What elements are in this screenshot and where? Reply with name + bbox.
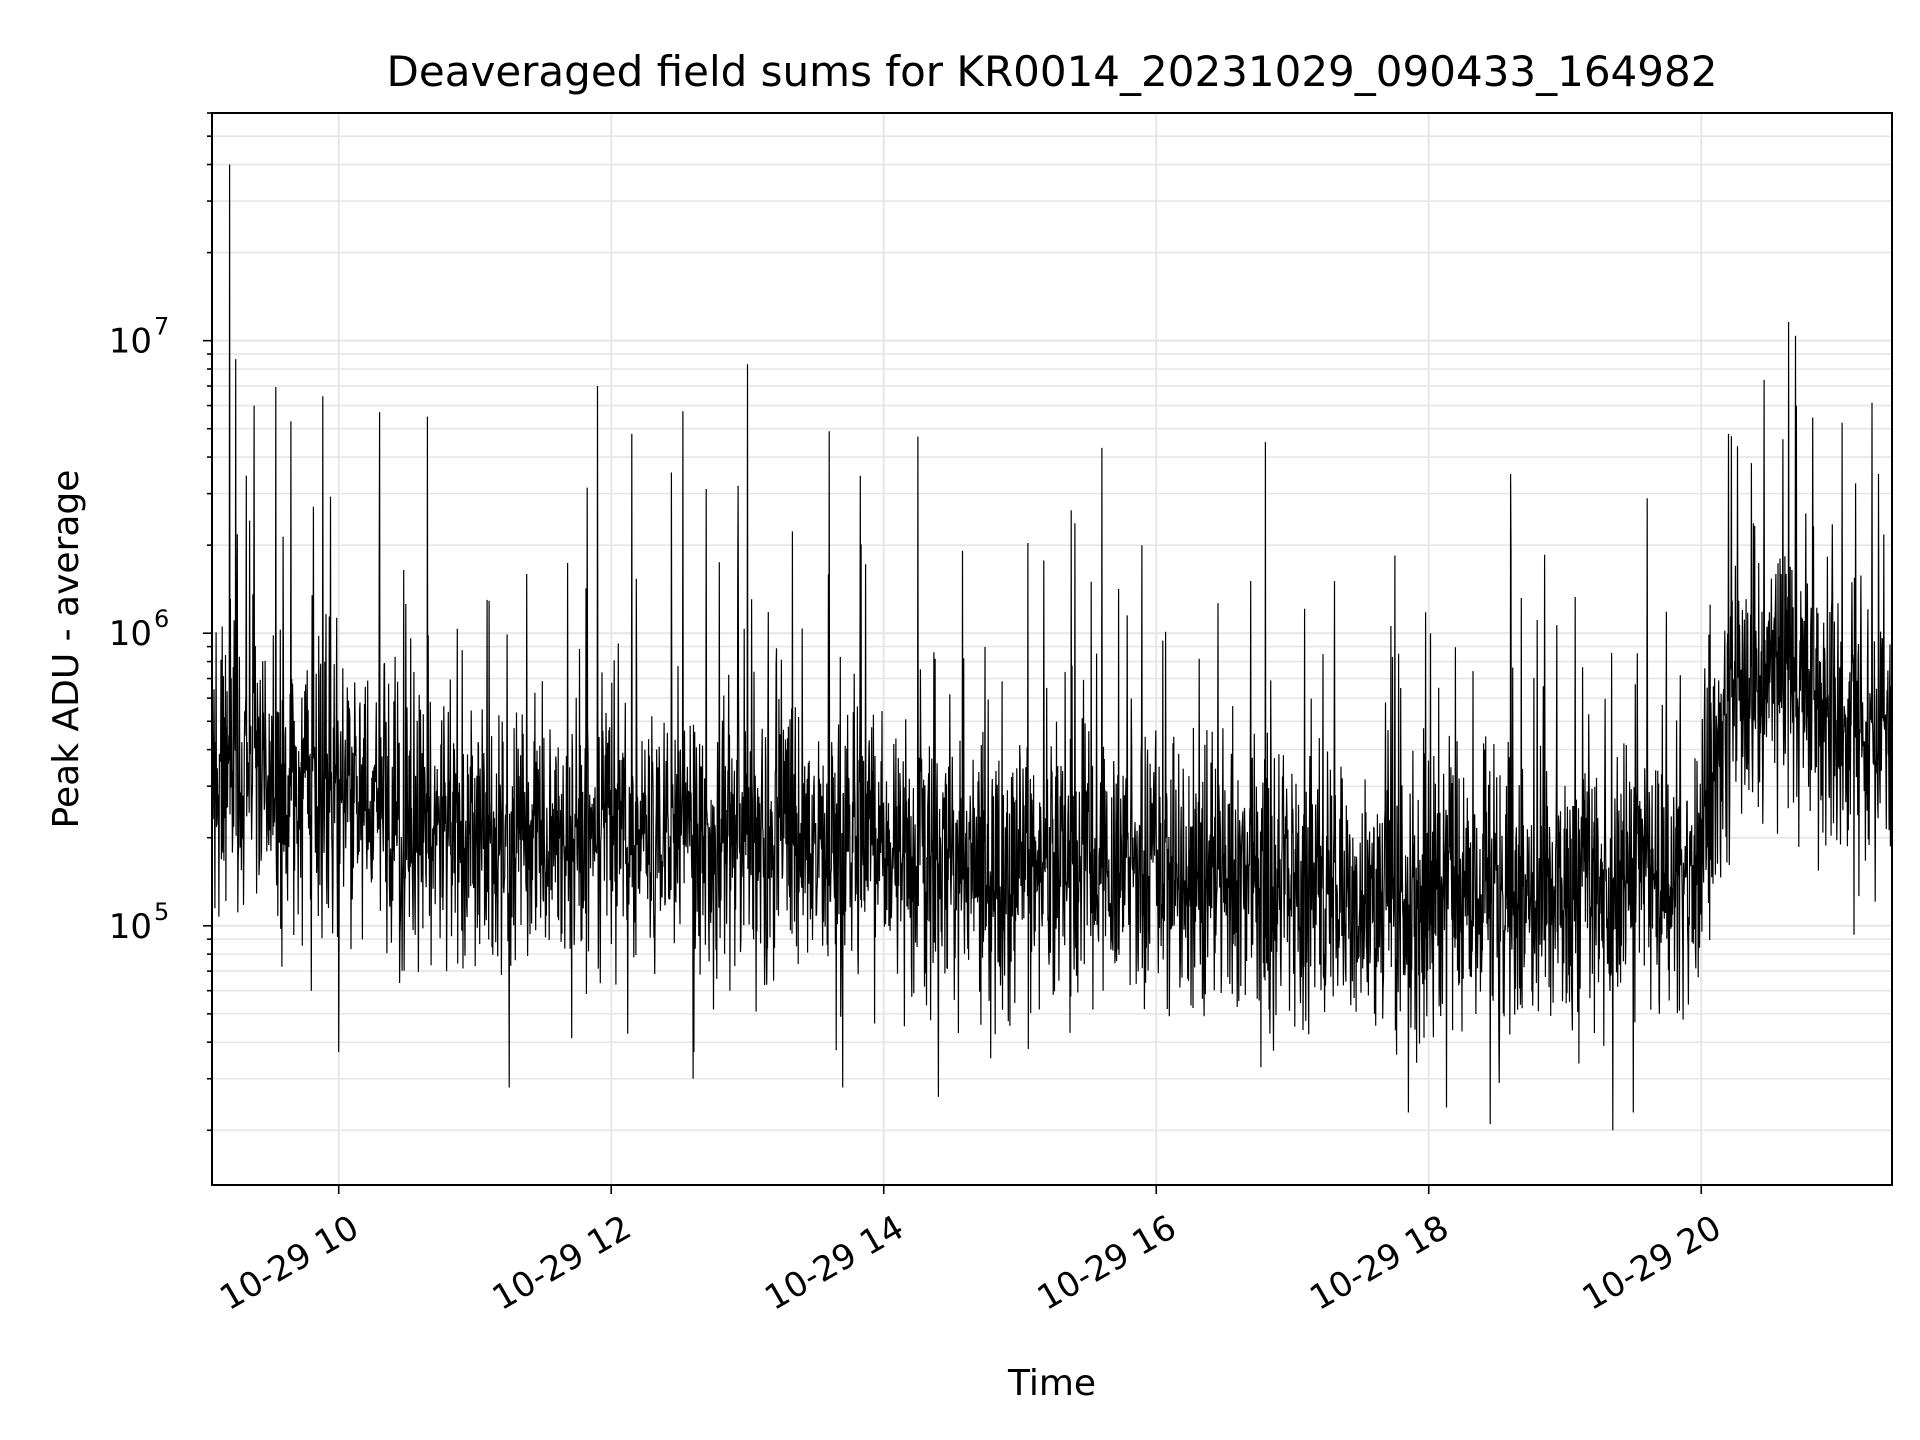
x-tick-label: 10-29 14	[758, 1208, 910, 1319]
y-axis-label: Peak ADU - average	[46, 470, 87, 829]
y-tick-label: 10	[109, 614, 152, 654]
y-tick-exponent: 6	[154, 605, 169, 633]
x-tick-label: 10-29 12	[486, 1208, 638, 1319]
y-tick-exponent: 5	[154, 898, 169, 926]
chart-title: Deaveraged field sums for KR0014_2023102…	[387, 47, 1718, 96]
x-tick-label: 10-29 10	[213, 1208, 365, 1319]
y-tick-label: 10	[109, 907, 152, 947]
y-tick-exponent: 7	[154, 313, 169, 341]
x-axis-label: Time	[1007, 1363, 1096, 1404]
grid-layer	[212, 112, 1892, 1185]
series-line	[211, 164, 1893, 1131]
x-tick-label: 10-29 20	[1576, 1208, 1728, 1319]
y-tick-label: 10	[109, 322, 152, 362]
x-tick-label: 10-29 18	[1303, 1208, 1455, 1319]
series-layer	[211, 164, 1893, 1131]
x-tick-label: 10-29 16	[1031, 1208, 1183, 1319]
plot-frame	[211, 112, 1893, 1186]
